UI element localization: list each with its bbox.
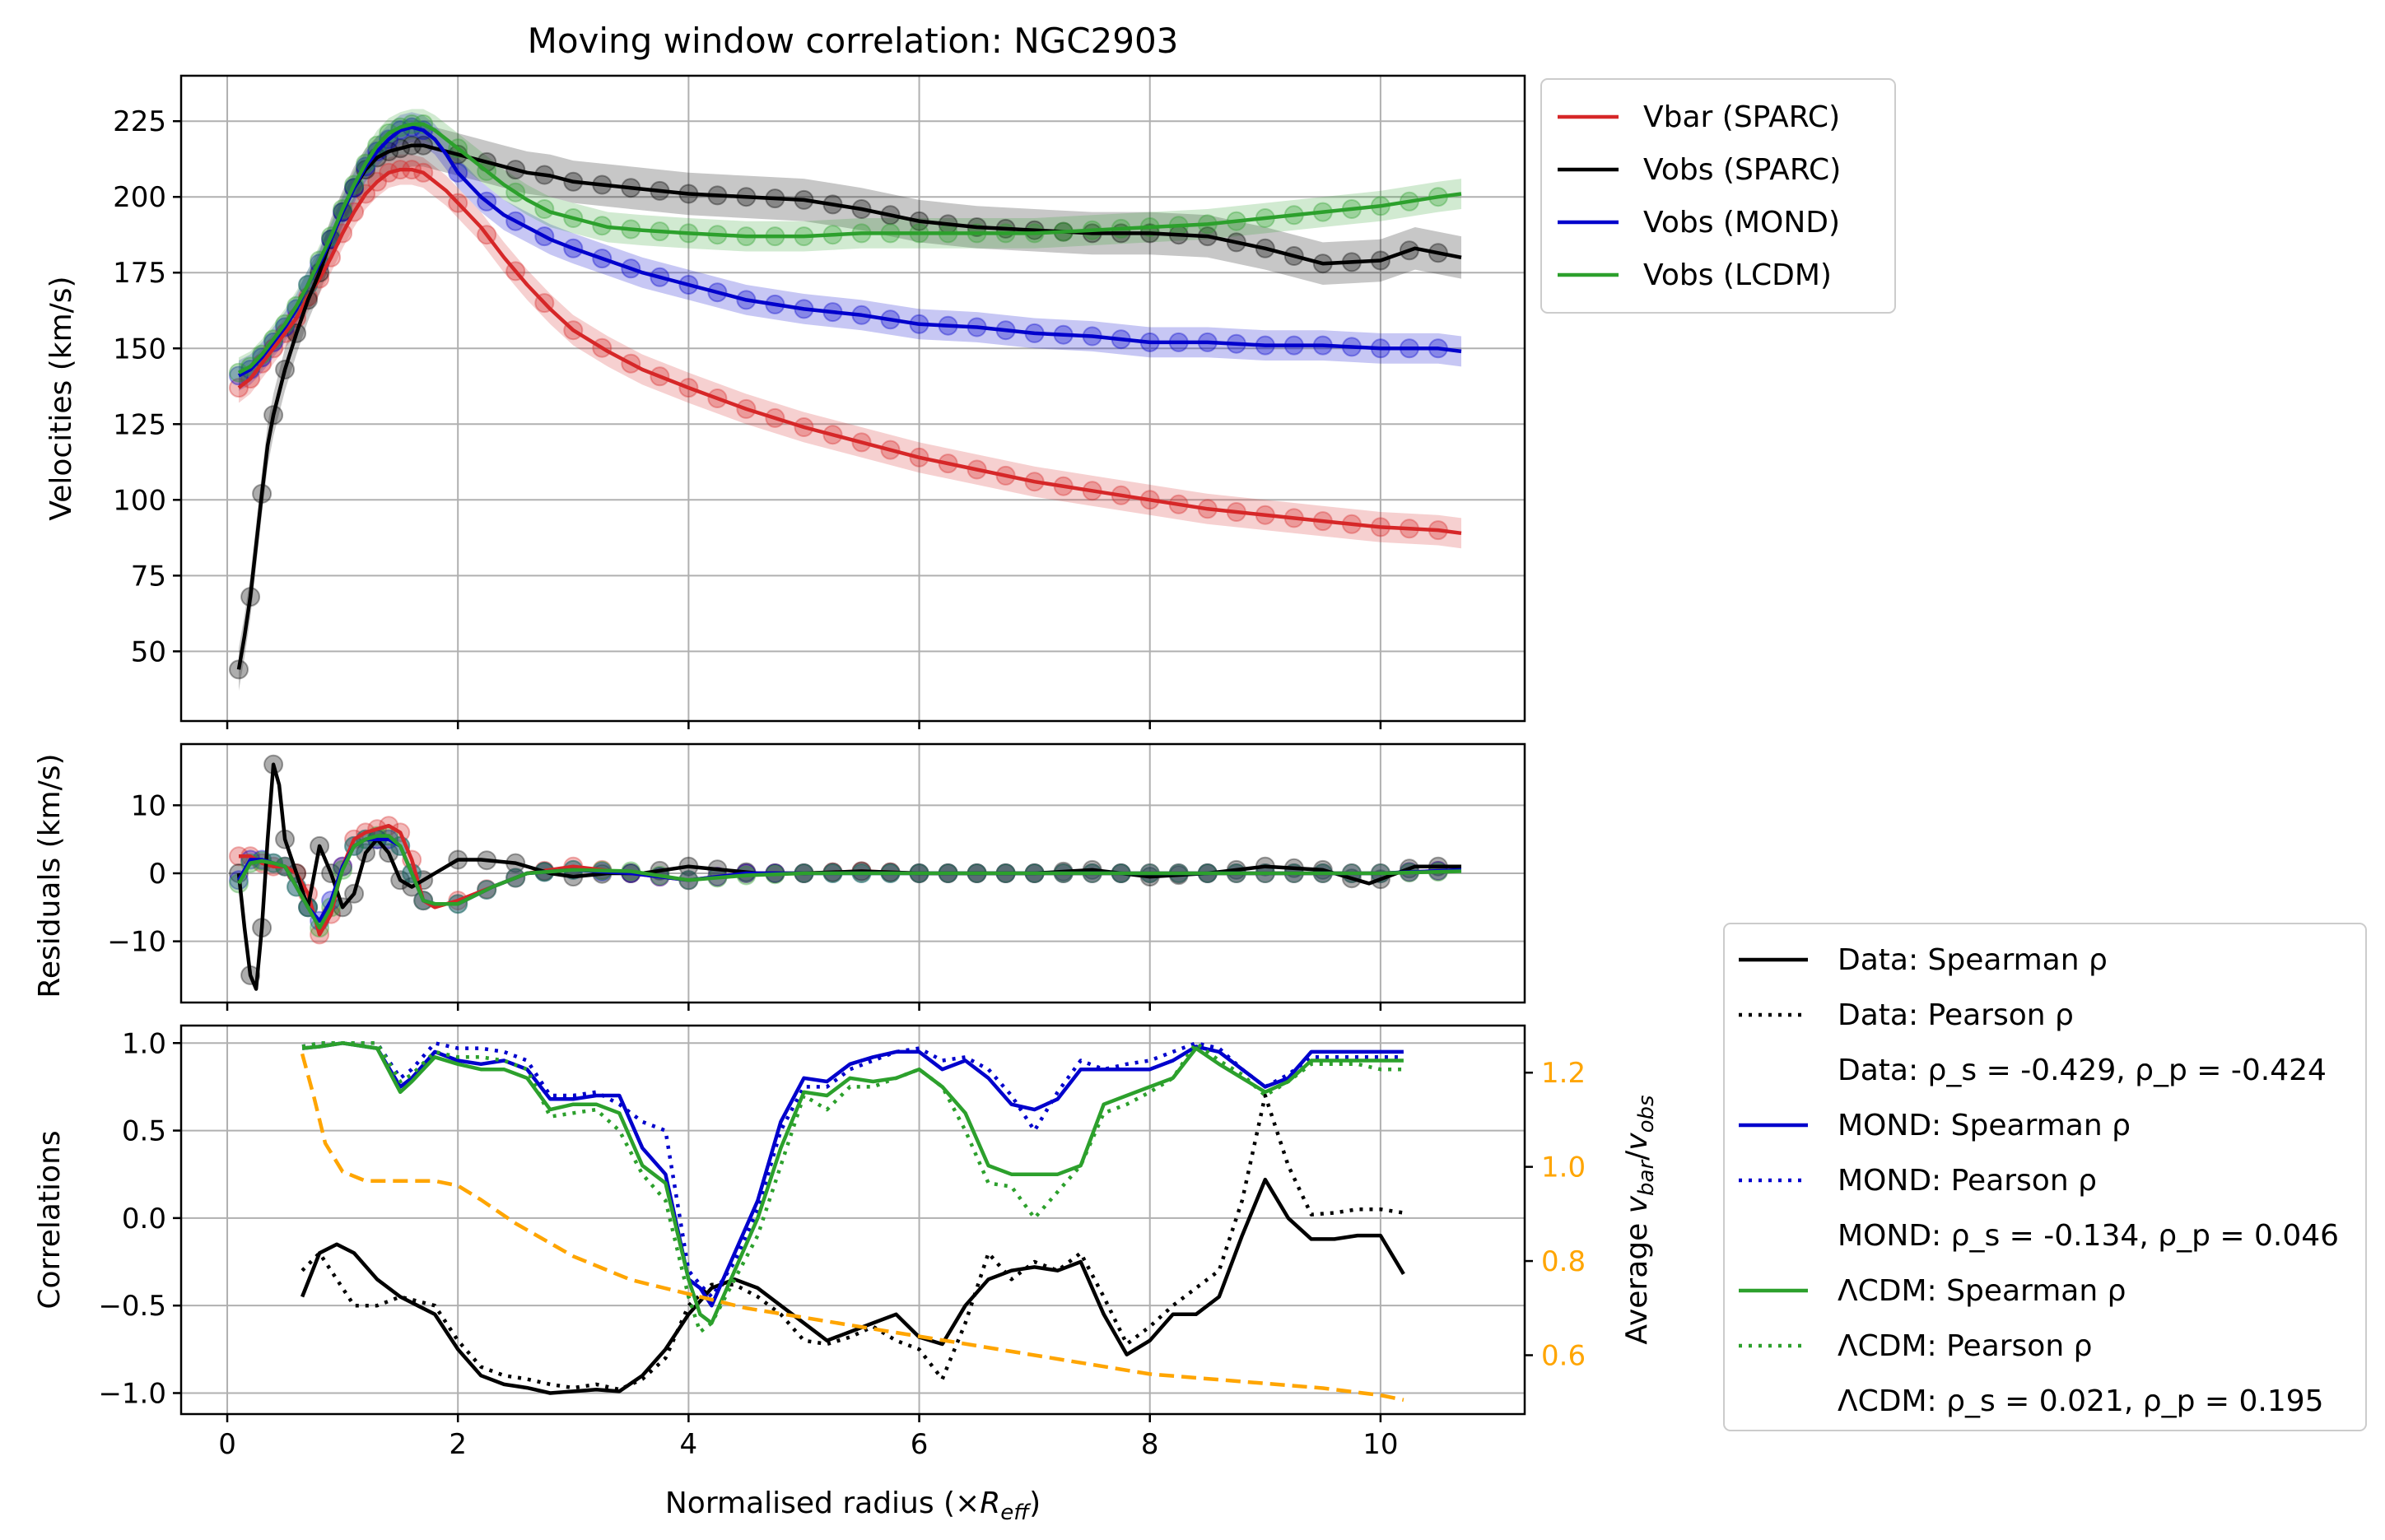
x-tick-label: 4 [680,1428,698,1461]
legend-label-mond-solid: MOND: Spearman ρ [1838,1109,2131,1142]
series-line-ratio-dashed [300,1053,1404,1403]
x-tick-label: 10 [1363,1428,1398,1461]
series-line-vobs [236,762,1461,991]
y2-tick-label: 1.2 [1541,1057,1586,1090]
legend-label-mond-dotted: MOND: Pearson ρ [1838,1164,2097,1198]
series-line-vobs-dotted [300,1093,1404,1392]
series-line-lcdm [237,834,1462,930]
correlations-y-label: Correlations [33,1130,67,1309]
correlation-legend: Data: Spearman ρ Data: Pearson ρ Data: ρ_s… [1723,923,2367,1431]
y-tick-label: −1.0 [98,1377,166,1410]
y-tick-label: 0.0 [122,1203,166,1235]
legend-label-lcdm: Vobs (LCDM) [1643,258,1832,292]
y-tick-label: 125 [113,408,166,441]
y-tick-label: 1.0 [122,1027,166,1060]
y-tick-label: 0 [148,858,166,891]
y2-tick-label: 0.8 [1541,1245,1586,1278]
uncertainty-band-lcdm [239,109,1461,388]
uncertainty-band-vobs [239,123,1461,691]
legend-stats-line: ΛCDM: ρ_s = 0.021, ρ_p = 0.195 [1838,1384,2324,1418]
y-tick-label: −10 [107,926,166,959]
y-tick-label: 10 [131,789,166,822]
series-line-mond-dotted [301,1041,1404,1299]
residuals-panel: −10 0 10 Residuals (km/s) [33,742,1526,1011]
x-tick-label: 6 [911,1428,929,1461]
correlations-panel: −1.0 −0.5 0.0 0.5 1.0 0.6 0.8 1.0 1.2 0 2 4 6 8 10 C… [33,1024,1659,1461]
velocity-y-label: Velocities (km/s) [44,276,78,520]
legend-label-vobs: Vobs (SPARC) [1643,153,1841,187]
x-tick-label: 0 [218,1428,236,1461]
legend-label-lcdm-solid: ΛCDM: Spearman ρ [1838,1274,2126,1308]
velocity-legend: Vbar (SPARC) Vobs (SPARC) Vobs (MOND) Vobs … [1540,78,1896,314]
y-tick-label: 100 [113,484,166,517]
y-tick-label: 200 [113,181,166,214]
x-tick-label: 2 [449,1428,467,1461]
series-line-mond-solid [301,1041,1404,1308]
legend-stats-line: MOND: ρ_s = -0.134, ρ_p = 0.046 [1838,1219,2339,1253]
y-tick-label: 75 [131,560,166,593]
y-tick-label: 0.5 [122,1115,166,1148]
legend-label-vbar: Vbar (SPARC) [1643,100,1840,134]
y-tick-label: −0.5 [98,1290,166,1323]
y-tick-label: 150 [113,333,166,365]
series-line-lcdm-solid [301,1041,1404,1325]
legend-label-vobs-solid: Data: Spearman ρ [1838,943,2108,977]
y-tick-label: 50 [131,635,166,668]
y2-tick-label: 0.6 [1541,1339,1586,1372]
ratio-y2-label: Average vbar/vobs [1620,1095,1659,1344]
series-line-lcdm-dotted [301,1041,1404,1334]
series-line-lcdm [237,122,1462,375]
series-line-vobs [236,143,1462,670]
residuals-y-label: Residuals (km/s) [33,753,67,998]
y-tick-label: 225 [113,105,166,138]
legend-label-vobs-dotted: Data: Pearson ρ [1838,998,2074,1032]
velocity-panel: 50 75 100 125 150 175 200 225 Velocities (km/s) [44,74,1526,729]
x-axis-label: Normalised radius (×Reff) [665,1486,1041,1525]
legend-label-lcdm-dotted: ΛCDM: Pearson ρ [1838,1329,2092,1363]
y2-tick-label: 1.0 [1541,1152,1586,1184]
series-line-vobs-solid [300,1177,1405,1395]
x-tick-label: 8 [1141,1428,1159,1461]
legend-label-mond: Vobs (MOND) [1643,206,1840,240]
chart-title: Moving window correlation: NGC2903 [528,21,1179,61]
uncertainty-band-vbar [239,154,1461,549]
legend-stats-line: Data: ρ_s = -0.429, ρ_p = -0.424 [1838,1054,2327,1087]
y-tick-label: 175 [113,257,166,290]
